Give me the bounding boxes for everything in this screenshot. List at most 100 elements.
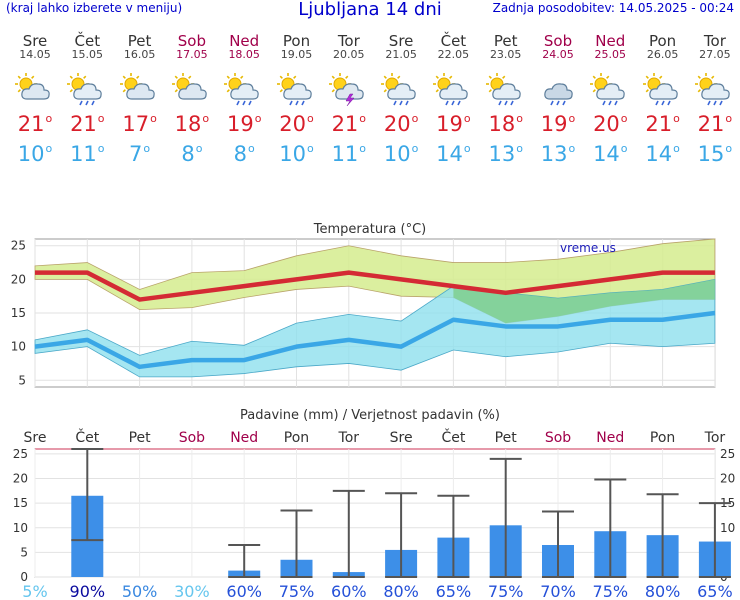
precip-probability: 5% <box>22 582 47 600</box>
sun-cloud-rain-icon <box>217 72 271 106</box>
day-name: Čet <box>74 32 101 50</box>
day-label: Čet <box>441 428 465 446</box>
min-temperature: 13o <box>540 142 576 166</box>
max-temperature: 21o <box>331 112 367 136</box>
min-temperature: 7o <box>129 142 151 166</box>
y-tick-label-right: 20 <box>720 472 735 486</box>
y-tick-label-left: 10 <box>13 521 28 535</box>
day-label: Ned <box>230 430 258 446</box>
y-tick-label-right: 10 <box>720 521 735 535</box>
sun-cloud-rain-icon <box>688 72 740 106</box>
day-date: 21.05 <box>385 48 417 61</box>
precip-probability: 70% <box>540 582 576 600</box>
min-temp-line <box>34 310 716 370</box>
day-label: Čet <box>75 428 99 446</box>
min-temperature: 13o <box>488 142 523 166</box>
max-temperature: 20o <box>383 112 419 136</box>
max-temperature: 19o <box>540 112 576 136</box>
max-temperature: 18o <box>174 112 210 136</box>
precip-probability: 30% <box>174 582 210 600</box>
sun-cloud-rain-icon <box>583 72 637 106</box>
precip-probability: 80% <box>645 582 681 600</box>
sun-cloud-rain-icon <box>60 72 114 106</box>
day-name: Pon <box>282 32 311 50</box>
min-temperature: 10o <box>17 142 53 166</box>
day-name: Sob <box>177 32 206 50</box>
last-update: Zadnja posodobitev: 14.05.2025 - 00:24 <box>492 1 734 15</box>
day-name: Pon <box>648 32 677 50</box>
day-date: 17.05 <box>176 48 208 61</box>
day-date: 27.05 <box>699 48 731 61</box>
day-label: Pet <box>495 430 518 446</box>
day-label: Sob <box>179 430 205 446</box>
day-name: Tor <box>703 32 726 50</box>
precip-probability: 65% <box>436 582 472 600</box>
day-name: Sre <box>388 32 414 50</box>
temperature-chart: 5 10 15 20 25 Temperatura (°C) vreme.us <box>11 222 716 388</box>
day-label: Tor <box>704 430 726 446</box>
min-temperature: 8o <box>181 142 203 166</box>
max-temperature: 21o <box>17 112 53 136</box>
y-tick-label-right: 25 <box>720 447 735 461</box>
day-label: Pet <box>129 430 152 446</box>
thunderstorm-icon <box>322 72 376 107</box>
min-temperature: 8o <box>233 142 255 166</box>
day-date: 24.05 <box>542 48 574 61</box>
y-tick-label: 15 <box>11 306 26 320</box>
min-temperature: 14o <box>645 142 680 166</box>
day-date: 20.05 <box>333 48 365 61</box>
sun-cloud-rain-icon <box>636 72 690 106</box>
y-tick-label: 25 <box>11 239 26 253</box>
precip-probability: 75% <box>279 582 315 600</box>
day-label: Pon <box>284 430 309 446</box>
chart-title: Temperatura (°C) <box>313 222 426 237</box>
day-date: 19.05 <box>280 48 313 61</box>
min-temperature: 15o <box>697 142 733 166</box>
day-date: 15.05 <box>71 48 104 61</box>
max-temperature: 18o <box>488 112 523 136</box>
y-tick-label-left: 15 <box>13 496 28 510</box>
min-temperature: 10o <box>383 142 419 166</box>
page-title: Ljubljana 14 dni <box>298 0 442 20</box>
precip-probability: 75% <box>593 582 629 600</box>
day-date: 26.05 <box>646 48 679 61</box>
cloud-rain-icon <box>531 72 585 106</box>
max-temperature: 17o <box>122 112 157 136</box>
day-name: Čet <box>440 32 467 50</box>
y-tick-label: 5 <box>18 373 26 387</box>
day-label: Sre <box>390 430 413 446</box>
watermark: vreme.us <box>560 241 616 255</box>
min-temperature: 11o <box>331 142 367 166</box>
day-date: 16.05 <box>123 48 156 61</box>
min-temperature: 14o <box>436 142 471 166</box>
precip-probability: 80% <box>383 582 419 600</box>
day-name: Pet <box>127 32 152 50</box>
precip-probability: 90% <box>70 582 106 600</box>
max-temperature: 21o <box>645 112 680 136</box>
day-date: 22.05 <box>437 48 470 61</box>
day-name: Tor <box>337 32 360 50</box>
precip-probability: 65% <box>697 582 733 600</box>
day-date: 23.05 <box>489 48 522 61</box>
day-date: 25.05 <box>594 48 627 61</box>
day-label: Sob <box>545 430 571 446</box>
sun-cloud-rain-icon <box>479 72 533 106</box>
max-temperature: 19o <box>436 112 471 136</box>
day-name: Ned <box>595 32 626 50</box>
region-note: (kraj lahko izberete v meniju) <box>6 1 183 15</box>
day-name: Ned <box>229 32 260 50</box>
partly-cloudy-icon <box>113 72 167 106</box>
sun-cloud-rain-icon <box>270 72 324 106</box>
precip-probability: 60% <box>331 582 367 600</box>
precip-probability: 60% <box>226 582 262 600</box>
day-name: Pet <box>493 32 518 50</box>
min-temperature: 11o <box>70 142 105 166</box>
max-temperature: 19o <box>226 112 262 136</box>
partly-cloudy-icon <box>165 72 219 106</box>
range-overlap-band <box>453 279 715 324</box>
day-date: 14.05 <box>19 48 51 61</box>
y-tick-label-left: 20 <box>13 472 28 486</box>
day-name: Sob <box>543 32 573 50</box>
max-temperature: 21o <box>697 112 733 136</box>
partly-cloudy-icon <box>8 72 62 106</box>
